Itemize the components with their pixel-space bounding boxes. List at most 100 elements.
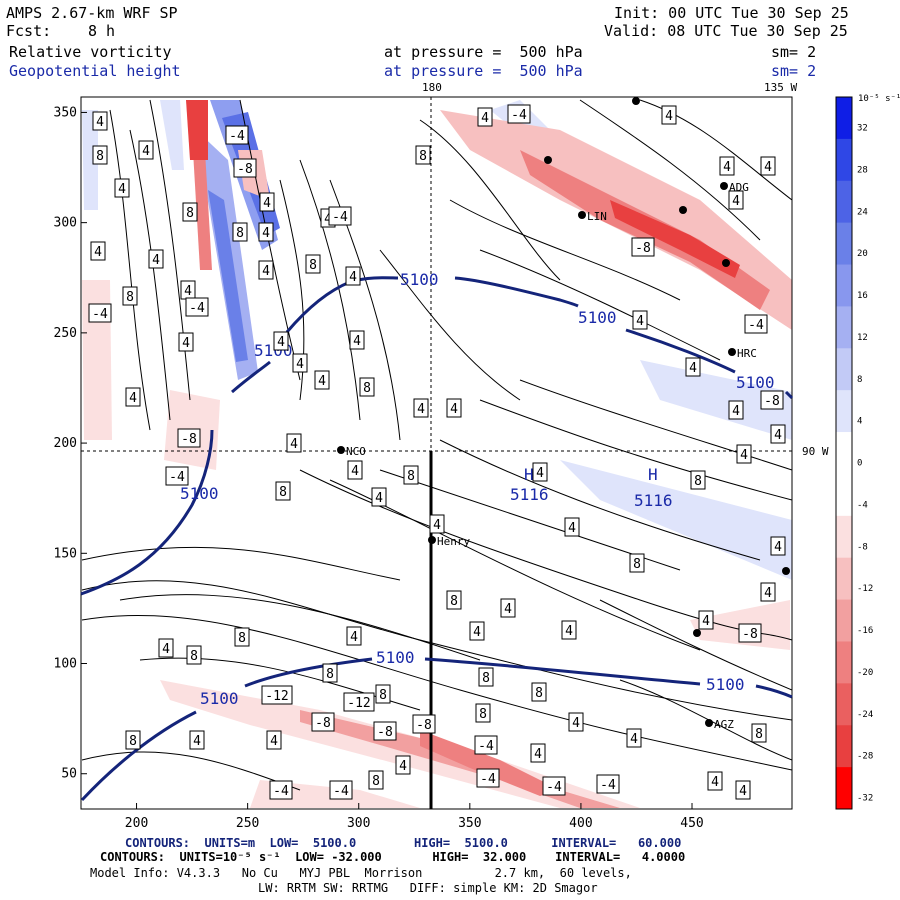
station-agz: AGZ — [705, 718, 734, 731]
vorticity-contour-label: 4 — [258, 222, 274, 242]
label-box — [186, 645, 202, 665]
vorticity-contour-label: -8 — [631, 237, 655, 257]
station-label: AGZ — [714, 718, 734, 731]
label-text: 8 — [129, 734, 137, 749]
vorticity-contour-label: -4 — [474, 735, 498, 755]
colorbar-tick-label: 16 — [857, 291, 868, 301]
label-box — [371, 487, 387, 507]
y-tick-label: 200 — [54, 436, 77, 451]
label-text: 4 — [152, 253, 160, 268]
label-box — [475, 703, 491, 723]
label-text: 4 — [702, 614, 710, 629]
vorticity-contour-label: 4 — [189, 730, 205, 750]
label-text: -4 — [546, 780, 562, 795]
vorticity-contour-label: -8 — [311, 712, 335, 732]
label-box — [728, 190, 744, 210]
positive-vorticity-band — [82, 110, 98, 210]
high-marker: H — [524, 465, 534, 484]
vorticity-contour-label: -4 — [165, 466, 189, 486]
vorticity-contour-label: 4 — [735, 780, 751, 800]
label-box — [314, 370, 330, 390]
label-box — [286, 433, 302, 453]
label-text: 8 — [535, 686, 543, 701]
height-contour-5100 — [244, 657, 373, 688]
label-text: 8 — [372, 774, 380, 789]
colorbar-segment — [836, 348, 852, 391]
height-contour-labels: 5100 5100 5100 5100 5100 5100 5100 5100 … — [180, 270, 775, 708]
label-text: 4 — [290, 437, 298, 452]
label-box — [178, 332, 194, 352]
valid-time: Valid: 08 UTC Tue 30 Sep 25 — [604, 22, 848, 40]
label-box — [125, 387, 141, 407]
colorbar-segment — [836, 390, 852, 433]
label-text: 8 — [419, 149, 427, 164]
label-box — [626, 728, 642, 748]
label-text: 4 — [353, 334, 361, 349]
label-text: 4 — [262, 226, 270, 241]
terrain-dot — [544, 156, 552, 164]
label-text: 8 — [450, 594, 458, 609]
label-box — [707, 771, 723, 791]
label-box — [476, 768, 500, 788]
colorbar-segment — [836, 683, 852, 726]
label-text: -4 — [600, 778, 616, 793]
label-box — [125, 730, 141, 750]
vorticity-contour-label: -4 — [88, 303, 112, 323]
label-text: 4 — [536, 466, 544, 481]
colorbar-tick-label: -28 — [857, 752, 873, 762]
vorticity-contour-label: 8 — [690, 470, 706, 490]
negative-vorticity-band — [420, 730, 560, 796]
label-box — [269, 780, 293, 800]
footer-physics-info: LW: RRTM SW: RRTMG DIFF: simple KM: 2D S… — [258, 881, 598, 895]
vorticity-contour-label: -4 — [596, 774, 620, 794]
label-text: 4 — [184, 284, 192, 299]
colorbar-segment — [836, 306, 852, 349]
vorticity-contour-label: 4 — [395, 755, 411, 775]
high-marker: H — [648, 465, 658, 484]
label-box — [736, 444, 752, 464]
colorbar-segment — [836, 641, 852, 684]
vorticity-contour-label: 4 — [125, 387, 141, 407]
station-hrc: HRC — [728, 347, 757, 360]
label-box — [349, 330, 365, 350]
label-text: 4 — [96, 115, 104, 130]
x-tick-label: 400 — [569, 816, 592, 831]
x-tick-label: 350 — [458, 816, 481, 831]
station-label: LIN — [587, 210, 607, 223]
vorticity-contour-label: 4 — [719, 156, 735, 176]
vorticity-contour-label: -8 — [412, 714, 436, 734]
vorticity-contour-label: -8 — [760, 390, 784, 410]
label-box — [446, 590, 462, 610]
label-text: -4 — [169, 470, 185, 485]
label-box — [258, 260, 274, 280]
label-box — [259, 192, 275, 212]
vorticity-contour-label: 4 — [158, 638, 174, 658]
label-box — [345, 266, 361, 286]
vorticity-contour-label: -4 — [185, 297, 209, 317]
vorticity-contour-label: 8 — [415, 145, 431, 165]
label-text: 4 — [568, 521, 576, 536]
vorticity-contour-label: 4 — [760, 582, 776, 602]
vorticity-contour-label: 4 — [770, 424, 786, 444]
label-text: -4 — [748, 318, 764, 333]
x-tick-label: 200 — [125, 816, 148, 831]
label-text: 4 — [450, 402, 458, 417]
label-box — [347, 460, 363, 480]
station-adg: ADG — [720, 181, 749, 194]
label-box — [631, 237, 655, 257]
vorticity-contour-label: 8 — [368, 770, 384, 790]
label-box — [375, 684, 391, 704]
vorticity-contour-label: 8 — [122, 286, 138, 306]
label-text: -8 — [377, 725, 393, 740]
label-box — [329, 780, 353, 800]
label-text: 4 — [182, 336, 190, 351]
label-box — [328, 206, 352, 226]
label-box — [738, 623, 762, 643]
vorticity-contour-label: 4 — [266, 730, 282, 750]
label-box — [532, 462, 548, 482]
vorticity-contour-label: 4 — [92, 111, 108, 131]
label-text: 4 — [350, 630, 358, 645]
y-tick-label: 250 — [54, 326, 77, 341]
y-tick-label: 50 — [61, 767, 77, 782]
